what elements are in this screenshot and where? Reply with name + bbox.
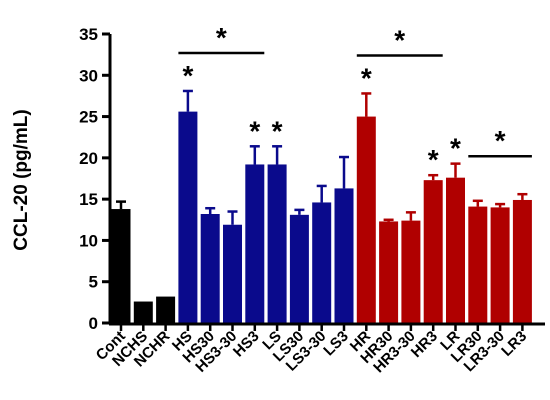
bar bbox=[401, 220, 421, 323]
bracket-star: * bbox=[394, 24, 405, 55]
y-tick-label: 35 bbox=[79, 25, 98, 44]
bar bbox=[245, 164, 265, 323]
bar bbox=[178, 111, 198, 323]
bar bbox=[312, 202, 332, 323]
bar bbox=[468, 206, 488, 323]
bar bbox=[156, 296, 176, 323]
y-tick-label: 20 bbox=[79, 149, 98, 168]
significance-star: * bbox=[428, 144, 439, 175]
y-tick-label: 0 bbox=[89, 314, 98, 333]
significance-markers: * * * * * * * * * bbox=[178, 22, 532, 175]
significance-star: * bbox=[182, 60, 193, 91]
y-tick-label: 15 bbox=[79, 190, 98, 209]
bar bbox=[133, 301, 153, 323]
x-tick-label: HR3 bbox=[408, 328, 441, 361]
bars bbox=[111, 89, 532, 323]
x-tick-label: HS3 bbox=[230, 328, 263, 361]
bar bbox=[111, 209, 131, 323]
y-tick-label: 25 bbox=[79, 108, 98, 127]
y-axis-label: CCL-20 (pg/mL) bbox=[11, 109, 32, 250]
bar bbox=[200, 214, 220, 323]
y-tick-label: 30 bbox=[79, 66, 98, 85]
significance-star: * bbox=[450, 133, 461, 164]
bar bbox=[334, 188, 354, 323]
bar bbox=[289, 214, 309, 323]
y-axis: 0 5 10 15 20 25 30 35 bbox=[79, 25, 112, 333]
bar bbox=[356, 116, 376, 323]
bar bbox=[512, 199, 532, 323]
bar bbox=[423, 180, 443, 323]
bracket-star: * bbox=[495, 125, 506, 156]
significance-star: * bbox=[361, 62, 372, 93]
bar bbox=[379, 221, 399, 323]
significance-star: * bbox=[249, 115, 260, 146]
x-axis: ContNCHSNCHRHSHS30HS3-30HS3LSLS30LS3-30L… bbox=[93, 322, 545, 376]
significance-star: * bbox=[272, 115, 283, 146]
y-tick-label: 10 bbox=[79, 231, 98, 250]
bracket-star: * bbox=[216, 22, 227, 53]
bar bbox=[267, 164, 287, 323]
bar bbox=[223, 224, 242, 323]
y-tick-label: 5 bbox=[89, 273, 98, 292]
bar bbox=[490, 207, 510, 323]
x-tick-label: LR3 bbox=[498, 328, 530, 360]
bar bbox=[446, 177, 465, 323]
